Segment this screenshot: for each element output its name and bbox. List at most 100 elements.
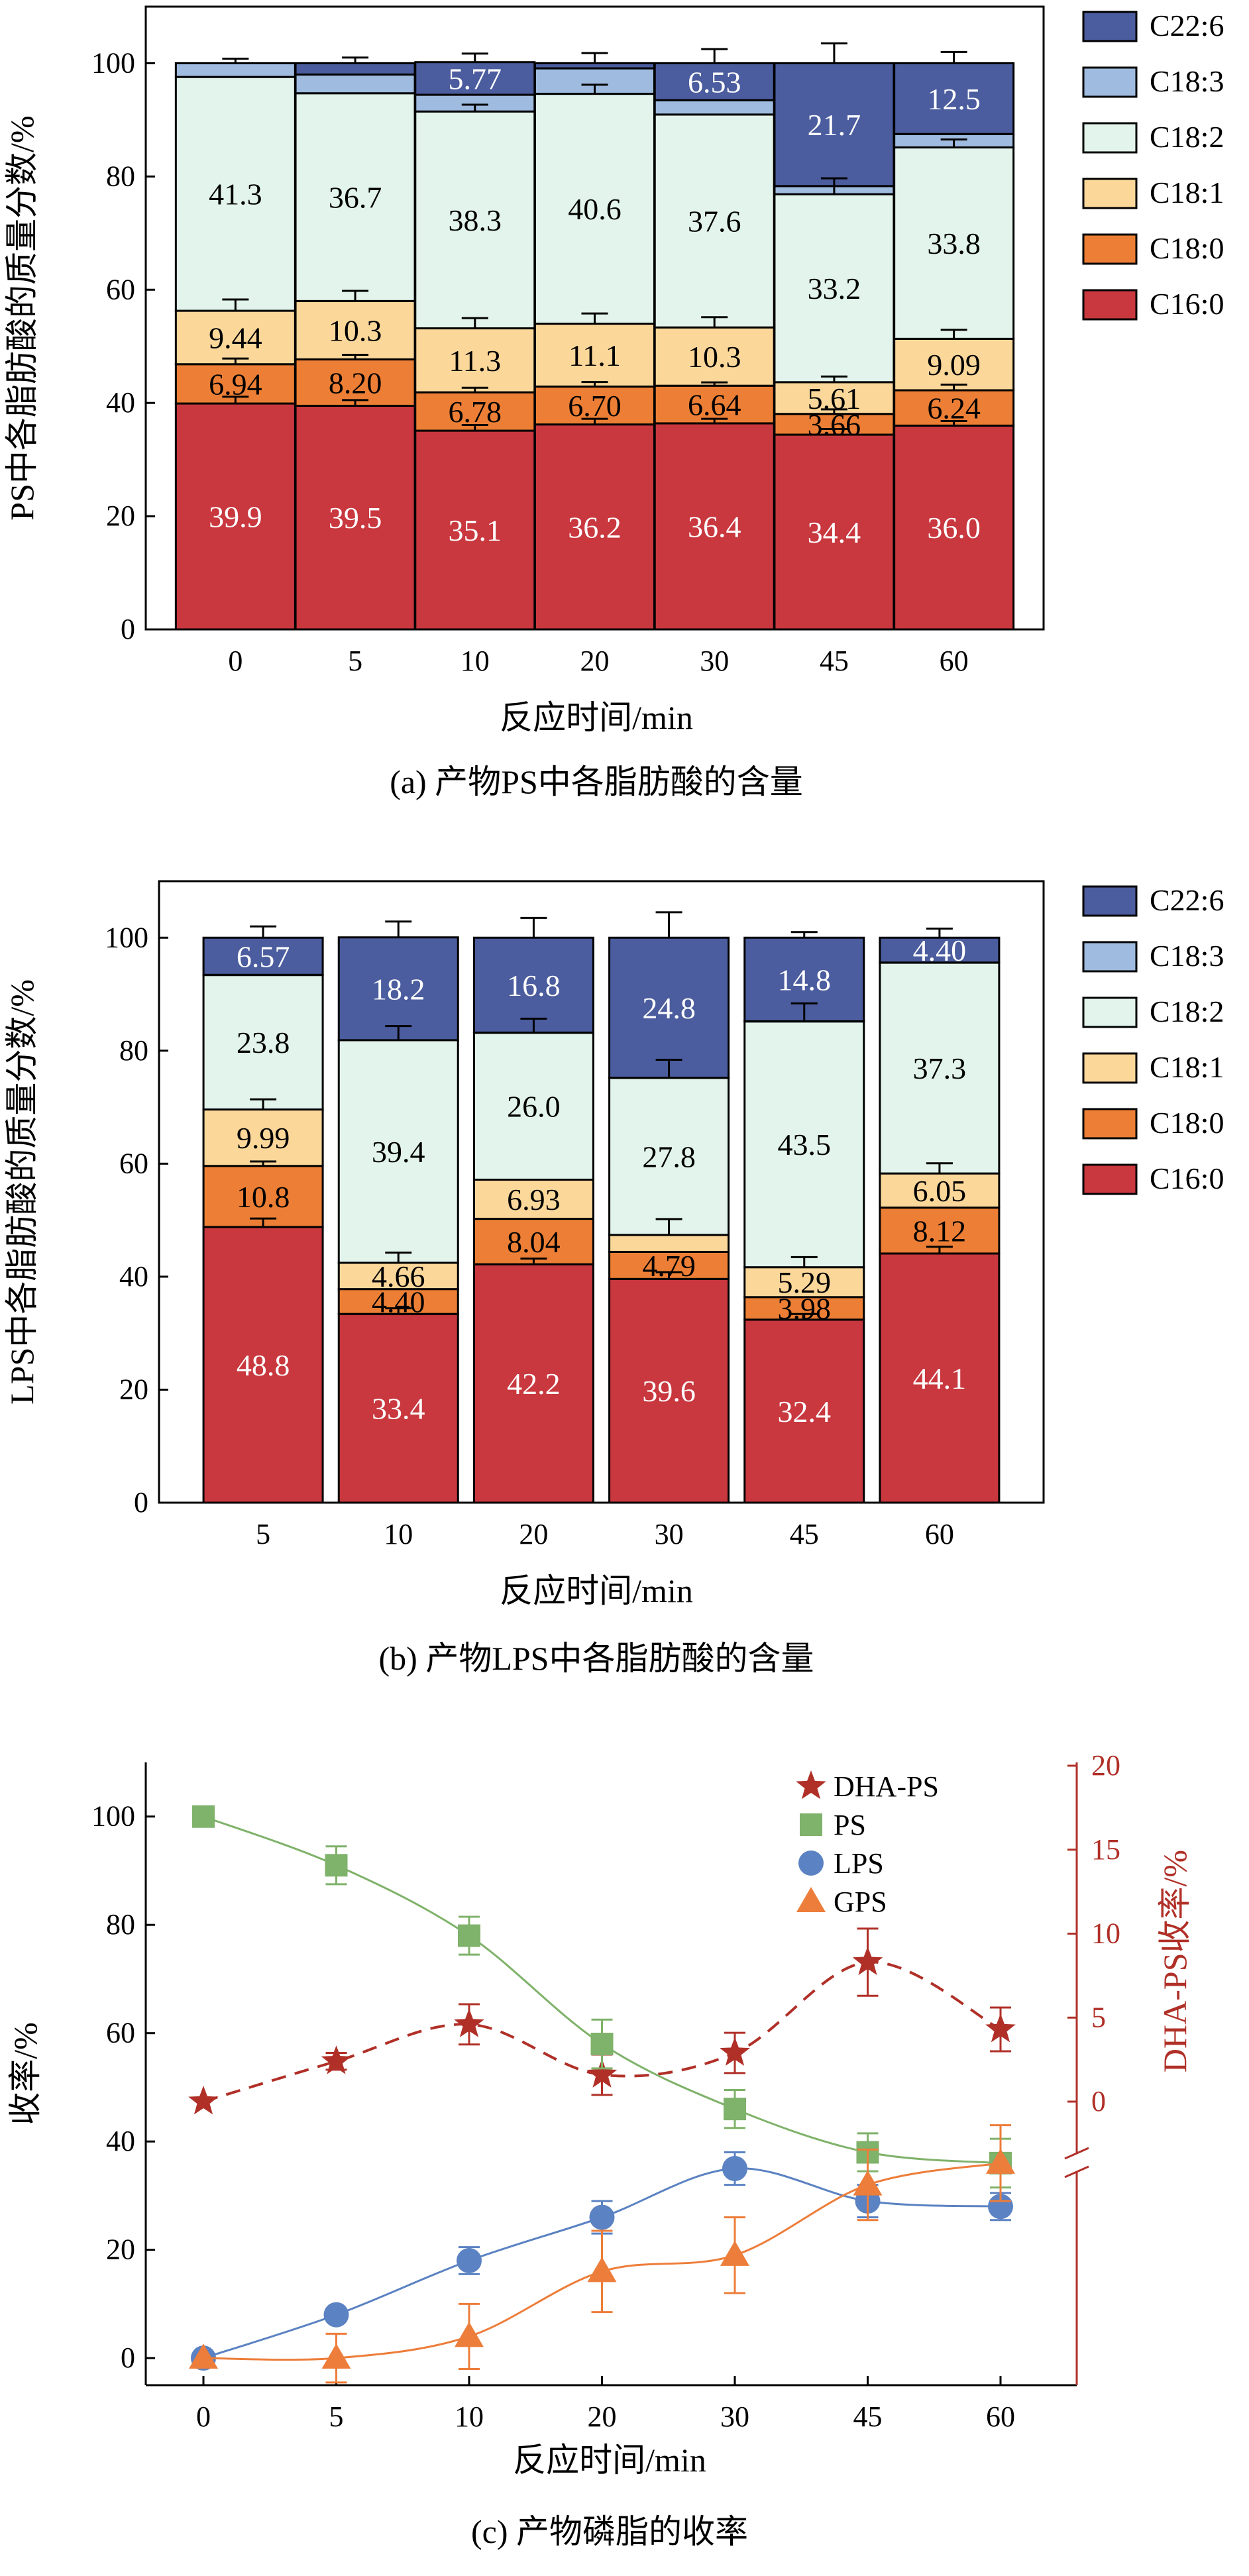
data-label: 4.66: [372, 1260, 425, 1293]
legend-swatch: [1082, 233, 1138, 265]
data-point: [586, 2059, 618, 2088]
caption: (c) 产物磷脂的收率: [471, 2513, 748, 2550]
data-label: 27.8: [642, 1140, 696, 1173]
legend-label: C16:0: [1150, 287, 1224, 321]
data-label: 14.8: [778, 963, 832, 996]
x-tick-label: 30: [700, 645, 729, 677]
data-label: 34.4: [808, 515, 861, 549]
legend-label: GPS: [834, 1886, 887, 1918]
data-point: [985, 2013, 1016, 2043]
series-PS: [192, 1805, 1012, 2189]
bar-segment-C18-2: [472, 1032, 594, 1181]
data-label: 35.1: [449, 513, 502, 547]
x-tick-label: 60: [986, 2400, 1015, 2433]
legend-swatch: [1082, 885, 1138, 917]
bar-segment-C18-1: [743, 1266, 865, 1299]
y-tick-label: 40: [119, 1260, 148, 1293]
y-tick-label: 60: [119, 1147, 148, 1179]
bar-segment-C16-0: [653, 422, 775, 631]
data-label: 18.2: [372, 972, 425, 1006]
bar-segment-C22-6: [893, 62, 1015, 135]
bar-segment-C18-0: [472, 1218, 594, 1265]
bar-segment-C16-0: [294, 404, 416, 631]
bar-segment-C18-2: [294, 92, 416, 302]
data-point: [722, 2156, 747, 2182]
data-label: 42.2: [507, 1367, 561, 1401]
y-tick-label: 20: [119, 1373, 148, 1405]
x-axis-title: 反应时间/min: [500, 1572, 693, 1609]
data-label: 8.20: [329, 366, 382, 400]
bar-segment-C16-0: [893, 424, 1015, 631]
legend-label: C22:6: [1150, 883, 1224, 917]
data-label: 9.44: [209, 321, 262, 354]
x-tick-label: 10: [455, 2400, 484, 2433]
bar-segment-C18-2: [414, 110, 536, 330]
x-tick-label: 20: [588, 2400, 617, 2433]
axis-break-mark: [1064, 2165, 1089, 2178]
data-point: [589, 2204, 615, 2230]
y-tick-label: 20: [106, 2233, 135, 2266]
x-axis-title: 反应时间/min: [500, 699, 693, 736]
x-tick-label: 30: [720, 2400, 749, 2433]
bar-segment-C18-3: [294, 74, 416, 95]
data-point: [454, 2008, 484, 2037]
legend-marker: [798, 1851, 824, 1876]
series-DHA-PS: [188, 1927, 1016, 2115]
data-label: 12.5: [927, 82, 981, 116]
bar-segment-C16-0: [337, 1313, 459, 1504]
bar-segment-C18-1: [893, 337, 1015, 392]
data-label: 21.7: [808, 108, 861, 142]
y-axis-title: LPS中各脂肪酸的质量分数/%: [3, 979, 40, 1405]
data-label: 6.94: [209, 367, 262, 401]
data-label: 6.57: [237, 939, 290, 973]
data-point: [323, 2302, 349, 2328]
bar-segment-C18-2: [653, 113, 775, 329]
bar-segment-C18-2: [608, 1077, 730, 1236]
data-point: [724, 2098, 746, 2121]
bar-segment-C16-0: [202, 1226, 324, 1504]
legend-label: PS: [834, 1809, 866, 1841]
y-tick-label: 40: [106, 386, 135, 419]
bar-segment-C22-6: [773, 62, 895, 188]
data-label: 11.3: [449, 344, 501, 378]
data-label: 37.6: [688, 205, 741, 239]
chart-b: 0 20 40 60 80 100 5 48.8 10.8 9.99 23.8 6.57 10 33.4 4…: [3, 880, 1224, 1677]
data-label: 36.0: [927, 511, 981, 545]
legend: C22:6 C18:3 C18:2 C18:1 C18:0 C16:0: [1082, 9, 1224, 321]
data-label: 10.3: [688, 340, 741, 374]
axis-break-mark: [1064, 2147, 1089, 2160]
legend-label: C18:2: [1150, 120, 1224, 154]
y2-tick-label: 5: [1091, 2001, 1106, 2033]
x-tick-label: 5: [329, 2400, 344, 2433]
bar-segment-C18-1: [337, 1261, 459, 1291]
legend-label: C18:1: [1150, 176, 1224, 209]
data-point: [321, 2343, 351, 2369]
bar-segment-C22-6: [534, 62, 655, 70]
legend-label: C18:2: [1150, 994, 1224, 1028]
y-tick-label: 0: [121, 613, 135, 645]
y2-tick-label: 10: [1091, 1917, 1120, 1950]
bar-segment-C18-2: [743, 1020, 865, 1269]
legend-label: LPS: [834, 1847, 884, 1880]
legend: DHA-PS PS LPS GPS: [796, 1770, 939, 1918]
legend-label: C16:0: [1150, 1161, 1224, 1195]
y-tick-label: 20: [106, 500, 135, 532]
legend-label: C18:0: [1150, 1106, 1224, 1140]
data-point: [192, 1805, 215, 1828]
bar-segment-C16-0: [472, 1263, 594, 1504]
legend-label: C18:0: [1150, 231, 1224, 265]
data-label: 6.70: [568, 389, 622, 423]
series-GPS: [189, 2124, 1015, 2384]
bar-segment-C22-6: [608, 936, 730, 1079]
data-label: 5.77: [449, 62, 502, 95]
x-tick-label: 20: [580, 645, 610, 677]
bar-segment-C18-2: [174, 76, 296, 312]
y2-tick-label: 15: [1091, 1833, 1120, 1866]
legend-swatch: [1082, 1163, 1138, 1195]
legend-label: C22:6: [1150, 9, 1224, 42]
x-tick-label: 45: [853, 2400, 883, 2433]
legend-swatch: [1082, 66, 1138, 98]
bar-segment-C16-0: [773, 433, 895, 631]
data-label: 39.6: [642, 1374, 696, 1408]
y2-tick-label: 0: [1091, 2085, 1106, 2118]
